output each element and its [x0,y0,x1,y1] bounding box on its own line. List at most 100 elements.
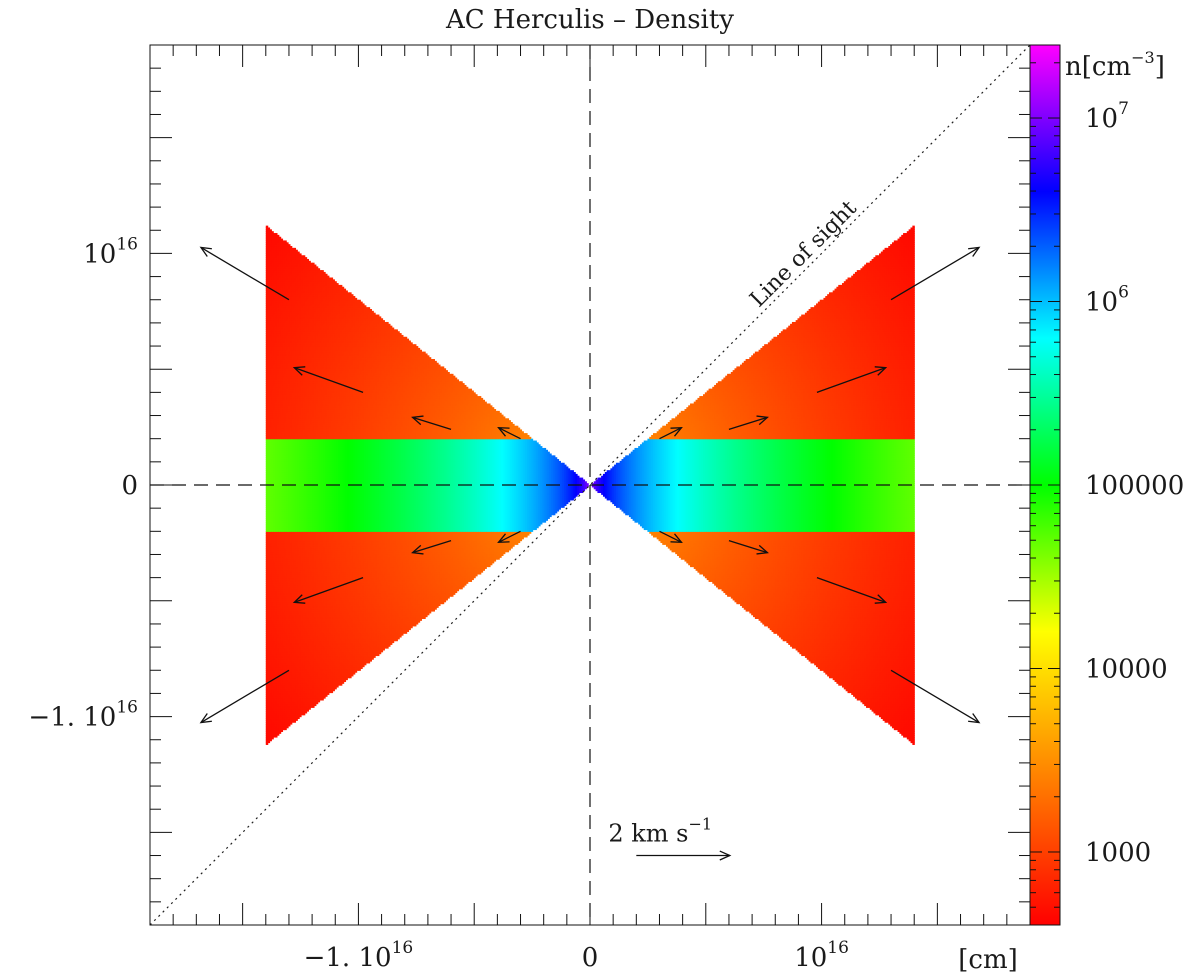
density-cell [267,366,271,369]
density-cell [267,536,271,540]
density-cell [267,549,271,553]
density-cell [269,699,272,703]
density-cell [267,516,271,519]
density-cell [265,234,269,238]
density-cell [267,449,271,453]
density-cell [267,592,271,595]
density-cell [265,722,269,725]
density-cell [267,679,271,682]
density-cell [267,683,271,686]
density-cell [265,723,269,727]
density-cell [265,323,269,327]
density-cell [265,679,269,682]
density-cell [267,357,271,360]
density-cell [265,725,269,729]
density-cell [267,453,271,456]
density-cell [265,453,269,456]
density-cell [267,268,271,271]
density-cell [267,709,271,712]
density-cell [265,464,269,468]
density-cell [267,470,271,473]
density-cell [265,407,269,410]
density-cell [267,236,271,240]
density-cell [267,260,271,264]
density-cell [265,525,269,529]
density-cell [265,342,269,345]
density-cell [269,701,272,705]
density-cell [267,299,271,303]
density-cell [267,705,271,708]
density-cell [265,294,269,297]
density-cell [267,477,271,481]
density-cell [267,342,271,345]
density-cell [265,246,269,249]
density-cell [267,334,271,338]
density-cell [267,255,271,258]
density-cell [265,677,269,681]
density-cell [265,694,269,697]
density-cell [269,725,272,729]
density-cell [265,668,269,671]
density-cell [265,375,269,379]
density-cell [267,505,271,508]
density-cell [267,333,271,336]
density-cell [269,638,272,642]
density-cell [267,507,271,510]
density-cell [265,236,269,240]
density-cell [269,718,272,721]
density-cell [265,314,269,318]
density-cell [265,711,269,714]
density-cell [267,373,271,377]
density-cell [265,653,269,657]
density-cell [267,364,271,368]
density-cell [265,386,269,390]
density-cell [265,368,269,371]
density-cell [267,433,271,436]
density-cell [265,257,269,260]
density-cell [267,283,271,286]
density-cell [267,410,271,414]
density-cell [267,440,271,443]
density-cell [269,672,272,675]
density-cell [267,712,271,716]
density-cell [267,275,271,279]
density-cell [267,273,271,277]
density-cell [267,740,271,744]
density-cell [267,401,271,405]
density-cell [267,731,271,734]
density-cell [267,599,271,603]
density-cell [267,531,271,534]
density-cell [267,575,271,579]
density-cell [265,377,269,380]
density-cell [265,410,269,414]
density-cell [265,353,269,356]
density-cell [267,336,271,340]
density-cell [265,338,269,342]
density-cell [265,686,269,690]
density-cell [265,488,269,492]
density-cell [267,447,271,451]
density-cell [267,423,271,427]
density-cell [267,555,271,558]
density-cell [267,623,271,627]
density-cell [265,271,269,275]
density-cell [267,540,271,544]
density-cell [265,227,269,230]
density-cell [269,670,272,673]
density-cell [265,347,269,351]
density-cell [267,340,271,343]
density-cell [267,246,271,249]
density-cell [265,675,269,679]
density-cell [269,657,272,660]
density-cell [265,273,269,277]
density-cell [267,307,271,310]
density-cell [267,736,271,740]
density-cell [265,529,269,532]
density-cell [265,573,269,577]
density-cell [265,740,269,744]
density-cell [265,299,269,303]
density-cell [265,355,269,358]
density-cell [265,460,269,464]
density-cell [265,297,269,301]
density-cell [267,488,271,492]
